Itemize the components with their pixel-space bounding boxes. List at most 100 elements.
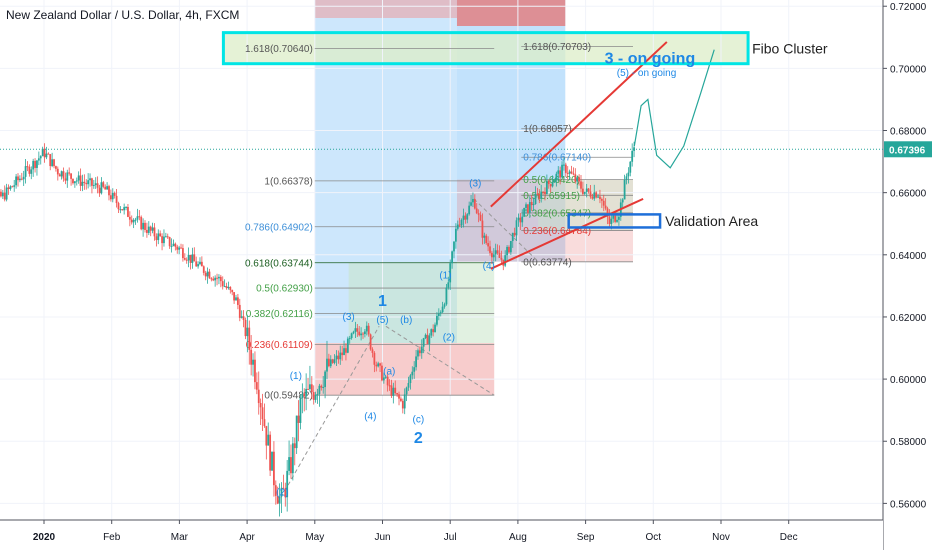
candle-body [142,222,145,230]
candle-body [388,385,391,387]
candle-body [322,387,325,389]
candle-body [454,228,457,242]
candle-body [629,161,632,173]
candle-body [60,171,63,177]
candle-body [58,174,61,177]
candle-body [257,389,260,404]
x-tick-label: Nov [712,532,730,543]
candle-body [447,282,450,288]
fibo-cluster-box [221,31,750,66]
candle-body [182,248,184,259]
candle-body [89,178,91,181]
candle-body [390,385,393,396]
candle-body [49,154,52,167]
candle-body [62,171,65,179]
candle-body [274,485,277,496]
candle-body [417,350,419,357]
wave-label: (4) [483,261,495,272]
candle-body [147,226,150,233]
candle-body [354,328,357,332]
candle-body [441,306,444,313]
candle-body [255,382,258,390]
candle-body [396,393,399,395]
candle-body [610,218,613,224]
candle-body [623,179,626,200]
candle-body [263,419,266,427]
candle-body [273,451,275,486]
candle-body [70,173,72,179]
candle-body [178,247,181,250]
candle-body [625,176,628,180]
candle-body [47,153,50,155]
candle-body [81,181,84,186]
fib-left-label: 0.382(0.62116) [246,309,313,320]
candle-body [326,358,328,372]
candle-body [600,199,603,201]
candle-body [511,232,514,242]
candle-body [449,263,452,283]
candle-body [472,199,474,203]
candle-body [159,233,162,237]
candle-body [121,209,124,211]
candle-body [140,217,143,230]
candle-body [591,196,594,199]
candle-body [174,243,177,247]
candle-body [381,365,383,381]
candle-body [470,202,472,206]
candle-body [527,204,529,213]
candle-body [494,250,497,255]
candle-body [288,457,290,471]
candle-body [587,188,590,192]
candle-body [481,220,484,238]
wave-label: (2) [443,332,455,343]
candle-body [331,359,334,363]
validation-area-label: Validation Area [665,213,758,229]
candle-body [401,400,404,409]
candle-body [574,174,577,182]
fib-right-label: 0.382(0.65347) [523,208,591,219]
candle-body [39,156,42,159]
candle-body [24,166,27,177]
candle-body [17,176,19,181]
candle-body [439,312,442,314]
candle-body [538,193,541,199]
candle-body [384,376,387,378]
candle-body [312,392,315,400]
candle-body [432,329,435,333]
fib-right-label: 1(0.68057) [523,124,571,135]
candle-body [491,252,493,258]
candle-body [206,271,209,277]
wave-label: (3) [469,178,481,189]
y-tick-label: 0.62000 [890,313,927,324]
candle-body [51,159,54,167]
fib-left-zone-lower [314,343,495,396]
candle-body [56,168,59,175]
candle-body [240,316,243,318]
fib-left-label: 1.618(0.70640) [245,44,313,55]
candle-body [462,215,465,220]
candle-body [157,233,160,241]
candle-body [593,192,596,199]
candle-body [348,338,351,340]
candle-body [534,193,537,205]
grid [0,0,883,520]
wave-label: (c) [413,415,425,426]
price-axis-bg [883,0,932,550]
candle-body [487,243,490,247]
candle-body [631,150,634,162]
candle-body [451,251,453,264]
candle-body [172,243,175,246]
candle-body [235,297,237,301]
candle-body [367,325,370,335]
candle-body [356,328,359,332]
candle-body [30,169,33,174]
candle-body [183,258,186,260]
candle-body [616,219,618,222]
y-tick-label: 0.66000 [890,189,927,200]
candle-body [508,246,510,253]
x-tick-label: Aug [509,532,527,543]
candle-body [464,215,467,220]
candle-body [37,158,40,161]
y-tick-label: 0.56000 [890,499,927,510]
